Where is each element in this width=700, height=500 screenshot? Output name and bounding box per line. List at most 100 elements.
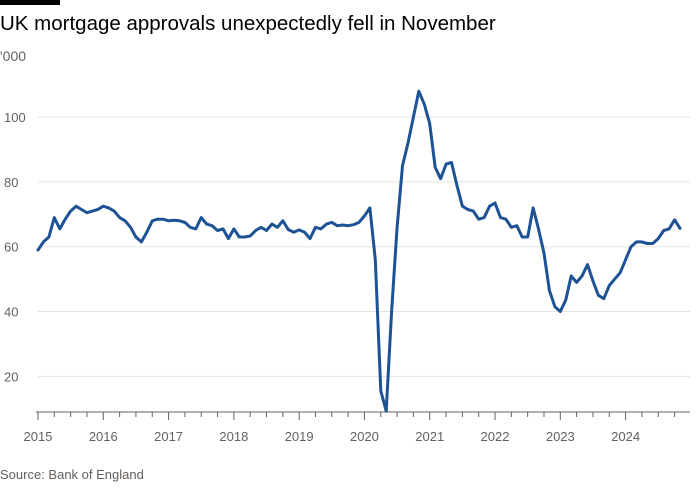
data-point — [151, 219, 154, 222]
data-point — [406, 142, 409, 145]
data-point — [521, 236, 524, 239]
data-point — [221, 227, 224, 230]
data-point — [276, 226, 279, 229]
data-point — [504, 218, 507, 221]
source-note: Source: Bank of England — [0, 467, 144, 482]
x-tick-label: 2021 — [415, 429, 444, 444]
data-point — [281, 219, 284, 222]
data-point — [613, 278, 616, 281]
data-point — [548, 289, 551, 292]
x-tick-label: 2024 — [611, 429, 640, 444]
data-point — [363, 214, 366, 217]
data-point — [156, 218, 159, 221]
data-point — [591, 279, 594, 282]
data-point — [630, 245, 633, 248]
data-point — [646, 242, 649, 245]
data-point — [412, 116, 415, 119]
data-point — [58, 227, 61, 230]
brand-top-bar — [0, 0, 60, 5]
data-point — [450, 161, 453, 164]
data-point — [227, 237, 230, 240]
y-unit-label: '000 — [0, 48, 27, 64]
data-point — [145, 231, 148, 234]
x-tick-label: 2018 — [219, 429, 248, 444]
data-point — [102, 205, 105, 208]
x-tick-label: 2022 — [481, 429, 510, 444]
data-point — [124, 219, 127, 222]
y-tick-label: 100 — [4, 110, 26, 125]
data-point — [455, 184, 458, 187]
data-point — [336, 224, 339, 227]
data-point — [662, 229, 665, 232]
data-point — [423, 103, 426, 106]
data-point — [483, 216, 486, 219]
data-point — [249, 235, 252, 238]
data-point — [640, 240, 643, 243]
data-point — [287, 228, 290, 231]
data-point — [243, 236, 246, 239]
data-point — [167, 219, 170, 222]
y-tick-labels: 20 40 60 80 100 — [4, 110, 26, 384]
data-point — [211, 224, 214, 227]
data-point — [624, 258, 627, 261]
data-point — [298, 228, 301, 231]
data-point — [396, 226, 399, 229]
data-point — [515, 224, 518, 227]
data-point — [194, 227, 197, 230]
series-line-0 — [36, 89, 682, 413]
data-point — [586, 263, 589, 266]
data-point — [374, 258, 377, 261]
data-point — [575, 281, 578, 284]
data-point — [85, 211, 88, 214]
data-point — [657, 237, 660, 240]
data-point — [472, 210, 475, 213]
data-point — [434, 166, 437, 169]
x-tick-label: 2019 — [285, 429, 314, 444]
data-point — [570, 274, 573, 277]
data-point — [602, 297, 605, 300]
data-point — [385, 410, 388, 413]
data-point — [668, 227, 671, 230]
x-tick-label: 2016 — [89, 429, 118, 444]
data-point — [619, 271, 622, 274]
x-axis: 2015 2016 2017 2018 2019 2020 2021 2022 2023 2024 — [24, 411, 690, 444]
y-tick-label: 60 — [4, 240, 18, 255]
data-point — [200, 216, 203, 219]
data-point — [532, 206, 535, 209]
data-point — [216, 229, 219, 232]
data-point — [64, 218, 67, 221]
data-point — [118, 216, 121, 219]
data-point — [91, 210, 94, 213]
data-point — [461, 205, 464, 208]
data-point — [96, 208, 99, 211]
x-tick-label: 2020 — [350, 429, 379, 444]
data-point — [368, 206, 371, 209]
data-point — [559, 310, 562, 313]
chart-title: UK mortgage approvals unexpectedly fell … — [0, 12, 496, 35]
data-point — [488, 205, 491, 208]
data-point — [494, 201, 497, 204]
data-point — [303, 231, 306, 234]
gridlines — [38, 116, 690, 377]
data-point — [232, 227, 235, 230]
data-point — [189, 226, 192, 229]
data-point — [499, 216, 502, 219]
y-tick-label: 40 — [4, 305, 18, 320]
data-point — [635, 240, 638, 243]
data-point — [379, 389, 382, 392]
data-point — [325, 223, 328, 226]
y-tick-label: 20 — [4, 369, 18, 384]
data-point — [53, 216, 56, 219]
data-point — [69, 210, 72, 213]
data-point — [679, 227, 682, 230]
series-group — [36, 89, 682, 413]
data-point — [75, 205, 78, 208]
data-point — [140, 240, 143, 243]
data-point — [37, 248, 40, 251]
data-point — [597, 294, 600, 297]
data-point — [270, 223, 273, 226]
data-point — [477, 218, 480, 221]
data-point — [80, 208, 83, 211]
data-point — [439, 177, 442, 180]
